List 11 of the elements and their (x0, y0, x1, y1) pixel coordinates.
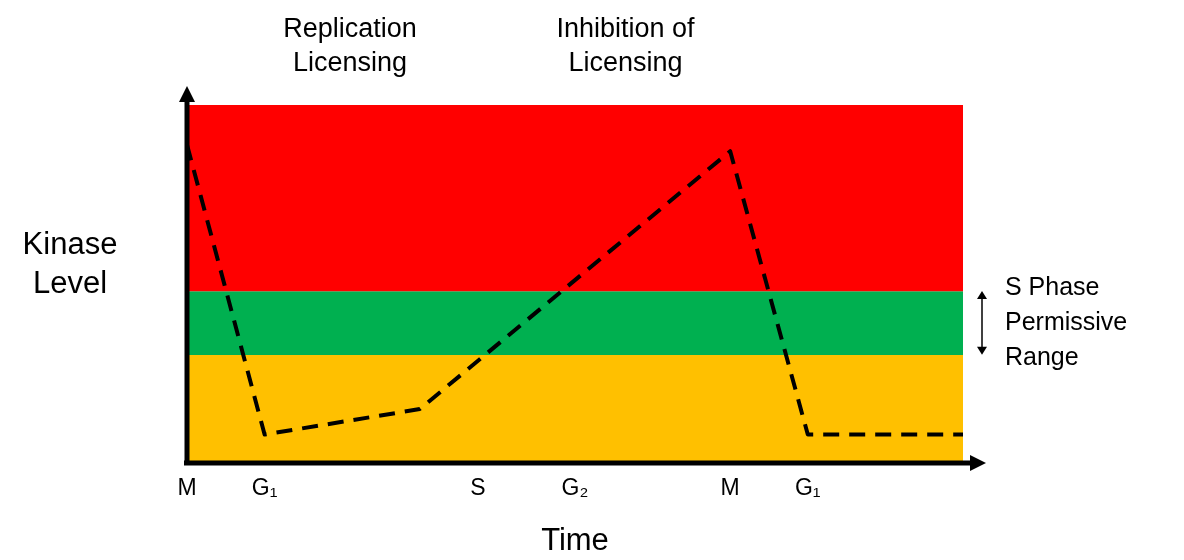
text: Inhibition of Licensing (555, 12, 696, 79)
band-label: S Phase Permissive Range (1005, 271, 1129, 373)
x-tick-label: M (177, 474, 197, 501)
x-axis-title: Time (541, 521, 609, 557)
y-axis-title: Kinase Level (21, 225, 119, 302)
x-tick-label: G₁ (794, 474, 821, 501)
x-tick-label: M (720, 474, 740, 501)
x-tick-label: G₂ (561, 474, 589, 501)
x-tick-label: S (470, 474, 486, 501)
text: Replication Licensing (282, 12, 418, 79)
x-tick-label: G₁ (251, 474, 278, 501)
